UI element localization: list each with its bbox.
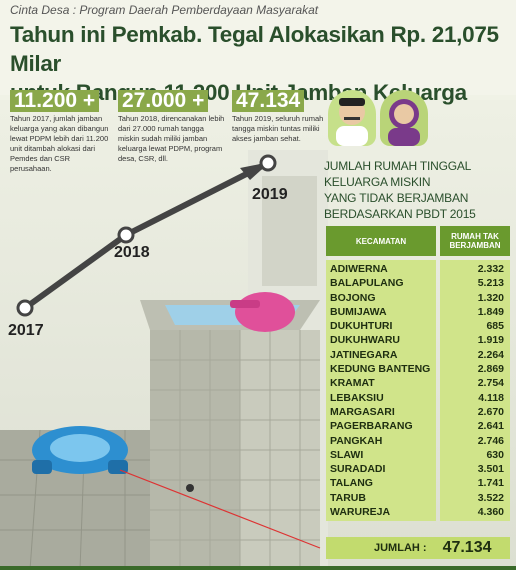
table-cell-kecamatan: SURADADI <box>330 463 386 476</box>
table-cell-jumlah: 630 <box>486 448 504 461</box>
header-band <box>0 0 516 95</box>
stat-number: 47.134 <box>232 90 305 112</box>
table-cell-kecamatan: KEDUNG BANTENG <box>330 363 431 376</box>
footer-bar <box>0 566 516 570</box>
table-cell-kecamatan: BOJONG <box>330 291 376 304</box>
table-cell-jumlah: 1.741 <box>477 477 504 490</box>
table-cell-jumlah: 2.641 <box>477 420 504 433</box>
table-cell-jumlah: 4.360 <box>477 506 504 519</box>
stat-2019: 47.134 Tahun 2019, seluruh rumah tangga … <box>232 90 332 144</box>
subtitle: Cinta Desa : Program Daerah Pemberdayaan… <box>10 3 319 17</box>
table-header: KECAMATAN RUMAH TAK BERJAMBAN <box>326 226 510 256</box>
year-2017: 2017 <box>8 322 44 339</box>
table-cell-jumlah: 1.849 <box>477 305 504 318</box>
stat-description: Tahun 2017, jumlah jamban keluarga yang … <box>10 114 109 173</box>
table-cell-jumlah: 2.264 <box>477 348 504 361</box>
table-cell-kecamatan: TALANG <box>330 477 373 490</box>
officials-portraits <box>328 86 432 150</box>
table-cell-kecamatan: DUKUHTURI <box>330 320 393 333</box>
portrait-woman-icon <box>380 90 428 146</box>
table-title: JUMLAH RUMAH TINGGAL KELUARGA MISKIN YAN… <box>324 159 476 221</box>
stat-description: Tahun 2019, seluruh rumah tangga miskin … <box>232 114 324 143</box>
table-cell-jumlah: 685 <box>486 320 504 333</box>
column-kecamatan: ADIWERNA BALAPULANG BOJONG BUMIJAWA DUKUHTUR… <box>326 260 436 522</box>
table-cell-kecamatan: BALAPULANG <box>330 277 404 290</box>
stat-number: 27.000 + <box>118 90 209 112</box>
total-row: JUMLAH : 47.134 <box>326 537 510 559</box>
column-jumlah: 2.332 5.213 1.320 1.849 685 1.919 2.264 2.869 2.… <box>440 260 510 522</box>
stat-2017: 11.200 + Tahun 2017, jumlah jamban kelua… <box>10 90 110 174</box>
total-label: JUMLAH : <box>374 542 427 554</box>
table-cell-kecamatan: LEBAKSIU <box>330 391 384 404</box>
table-cell-jumlah: 5.213 <box>477 277 504 290</box>
table-cell-jumlah: 2.869 <box>477 363 504 376</box>
total-value: 47.134 <box>442 539 492 556</box>
district-table: KECAMATAN RUMAH TAK BERJAMBAN ADIWERNA BA… <box>326 226 510 522</box>
stat-number: 11.200 + <box>10 90 100 112</box>
table-cell-kecamatan: TARUB <box>330 491 366 504</box>
table-cell-jumlah: 3.522 <box>477 491 504 504</box>
table-cell-jumlah: 4.118 <box>478 391 504 404</box>
table-cell-jumlah: 1.320 <box>477 291 504 304</box>
table-cell-kecamatan: PAGERBARANG <box>330 420 413 433</box>
table-cell-kecamatan: PANGKAH <box>330 434 383 447</box>
headline-line-1: Tahun ini Pemkab. Tegal Alokasikan Rp. 2… <box>10 22 499 76</box>
table-cell-kecamatan: MARGASARI <box>330 405 395 418</box>
table-body: ADIWERNA BALAPULANG BOJONG BUMIJAWA DUKUHTUR… <box>326 260 510 522</box>
year-2019: 2019 <box>252 186 288 203</box>
table-cell-jumlah: 2.332 <box>477 263 504 275</box>
table-cell-jumlah: 1.919 <box>477 334 504 347</box>
header-rumah-tak-berjamban: RUMAH TAK BERJAMBAN <box>440 226 510 256</box>
stat-description: Tahun 2018, direncanakan lebih dari 27.0… <box>118 114 225 163</box>
table-cell-kecamatan: WARUREJA <box>330 506 391 519</box>
table-cell-kecamatan: JATINEGARA <box>330 348 398 361</box>
portrait-man-icon <box>328 90 376 146</box>
year-2018: 2018 <box>114 244 150 261</box>
table-cell-kecamatan: SLAWI <box>330 448 364 461</box>
table-cell-jumlah: 2.746 <box>477 434 504 447</box>
table-cell-kecamatan: ADIWERNA <box>330 263 388 275</box>
table-cell-kecamatan: KRAMAT <box>330 377 375 390</box>
table-cell-kecamatan: BUMIJAWA <box>330 305 387 318</box>
table-cell-jumlah: 2.754 <box>477 377 504 390</box>
table-cell-jumlah: 3.501 <box>477 463 504 476</box>
table-cell-jumlah: 2.670 <box>477 405 504 418</box>
table-cell-kecamatan: DUKUHWARU <box>330 334 400 347</box>
stat-2018: 27.000 + Tahun 2018, direncanakan lebih … <box>118 90 226 164</box>
header-kecamatan: KECAMATAN <box>326 226 436 256</box>
